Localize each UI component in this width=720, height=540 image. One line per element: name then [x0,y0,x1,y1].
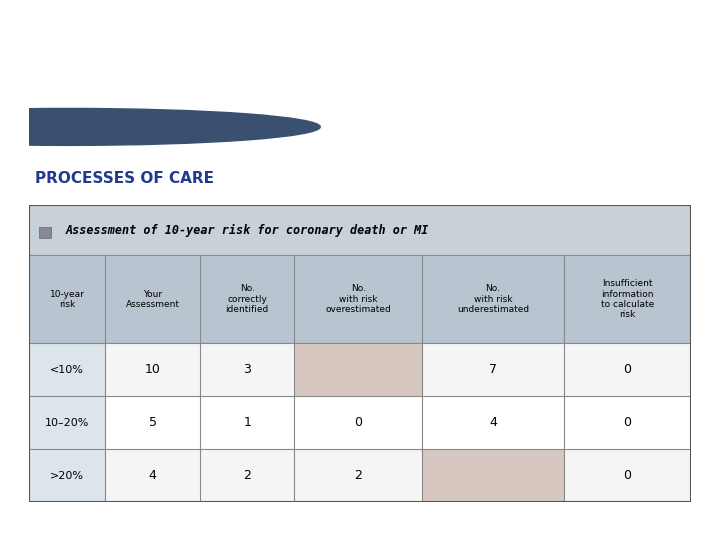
Text: 0: 0 [354,416,362,429]
Bar [422,449,564,502]
Bar [29,343,105,396]
Text: <10%: <10% [50,365,84,375]
Text: 7: 7 [489,363,497,376]
Text: 10: 10 [145,363,161,376]
Text: 3: 3 [243,363,251,376]
Text: 0: 0 [624,416,631,429]
Text: Assessment of 10-year risk for coronary death or MI: Assessment of 10-year risk for coronary … [66,224,428,237]
Text: 10-year
risk: 10-year risk [50,289,84,309]
Text: No.
with risk
underestimated: No. with risk underestimated [456,285,529,314]
Text: Insufficient
information
to calculate
risk: Insufficient information to calculate ri… [601,279,654,319]
Text: 2: 2 [354,469,362,482]
Bar [29,343,691,396]
Text: >20%: >20% [50,471,84,481]
Text: 0: 0 [624,469,631,482]
Bar [29,449,691,502]
Text: Plan: Plan [333,117,387,137]
Bar [29,255,691,343]
Text: 4: 4 [148,469,156,482]
Text: 5: 5 [148,416,156,429]
Bar [29,449,105,502]
Text: 1: 1 [243,416,251,429]
Text: No.
correctly
identified: No. correctly identified [225,285,269,314]
Text: Your
Assessment: Your Assessment [125,289,179,309]
Bar [29,396,691,449]
Text: 10–20%: 10–20% [45,418,89,428]
Text: PROCESSES OF CARE: PROCESSES OF CARE [35,171,215,186]
Bar [29,205,691,255]
Text: No.
with risk
overestimated: No. with risk overestimated [325,285,391,314]
Text: 2: 2 [243,469,251,482]
Text: 4: 4 [489,416,497,429]
Circle shape [0,109,320,145]
Bar [29,396,105,449]
Bar [294,343,422,396]
Text: 0: 0 [624,363,631,376]
Bar [39,227,50,238]
